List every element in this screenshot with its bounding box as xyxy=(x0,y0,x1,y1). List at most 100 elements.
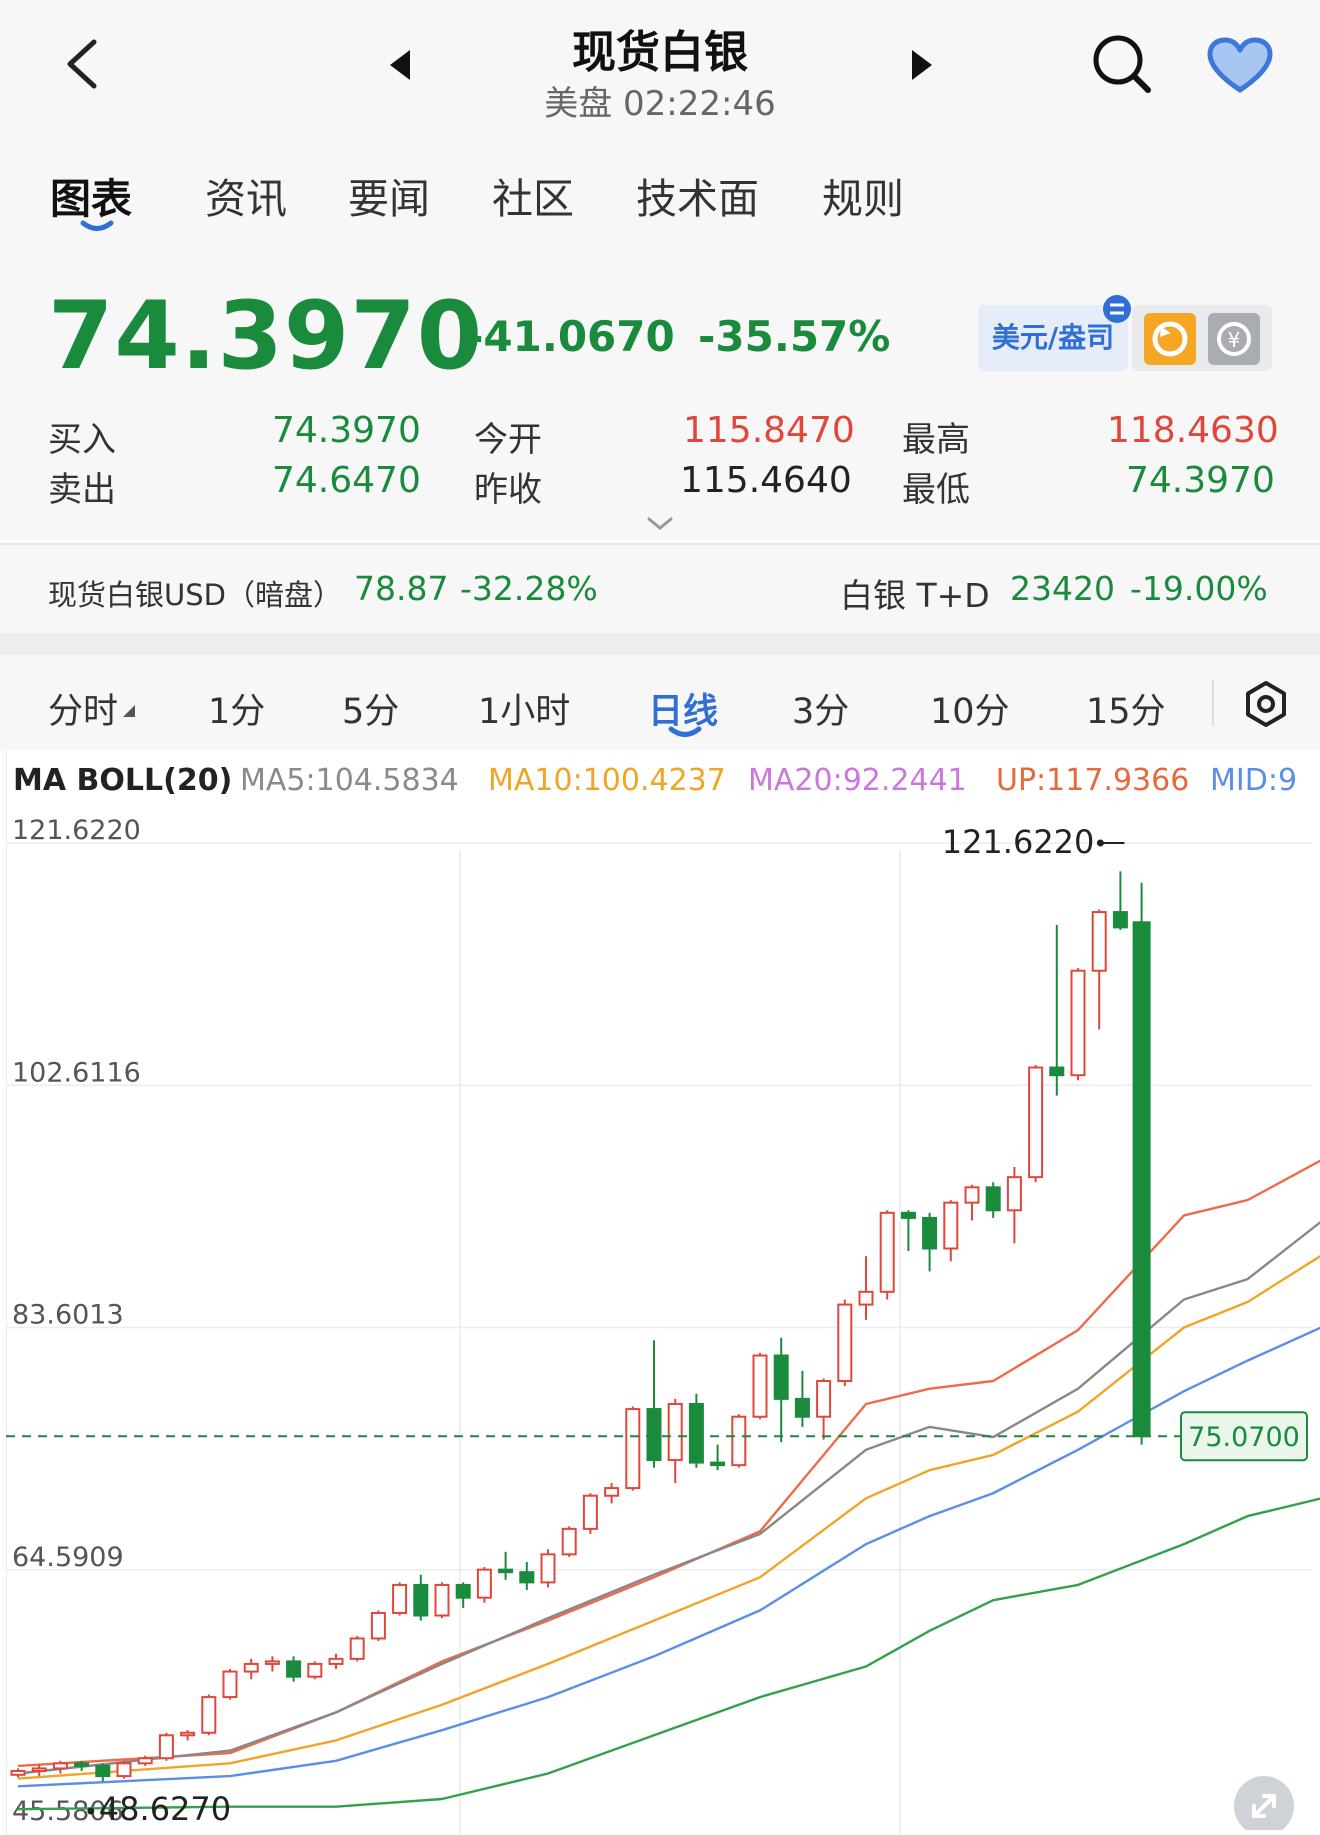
prev-close-label: 昨收 xyxy=(474,470,542,510)
period-divider xyxy=(1212,680,1214,726)
y-tick-label: 121.6220 xyxy=(12,815,141,846)
candle-body xyxy=(561,1527,577,1556)
candle-body xyxy=(328,1657,344,1665)
dark-pool-percent: -32.28% xyxy=(460,569,598,608)
bid-label: 买入 xyxy=(48,420,116,460)
price-change-percent: -35.57% xyxy=(698,312,891,361)
period-1min[interactable]: 1分 xyxy=(208,692,266,732)
candle-body xyxy=(286,1660,302,1678)
ma10-line xyxy=(17,1254,1320,1780)
fullscreen-icon[interactable] xyxy=(1232,1774,1296,1830)
period-intraday[interactable]: 分时 xyxy=(48,692,119,732)
candle-body xyxy=(10,1769,26,1776)
candle-body xyxy=(180,1731,196,1737)
candle-body xyxy=(158,1734,174,1760)
legend-up: UP:117.9366 xyxy=(996,763,1190,798)
open-label: 今开 xyxy=(474,420,542,460)
exchange-rate-icon[interactable]: ¥ xyxy=(1208,313,1260,365)
market-session-time: 美盘 02:22:46 xyxy=(544,84,776,124)
candle-body xyxy=(985,1186,1001,1212)
boll-up-line xyxy=(17,1159,1320,1768)
y-tick-label: 64.5909 xyxy=(12,1542,124,1573)
candle-body xyxy=(201,1696,217,1734)
candle-body xyxy=(667,1402,683,1462)
candle-body xyxy=(392,1583,408,1614)
swap-icon[interactable] xyxy=(1102,294,1132,324)
indicator-name[interactable]: MA BOLL(20) xyxy=(13,763,233,798)
candle-body xyxy=(137,1757,153,1765)
candle-body xyxy=(434,1583,450,1617)
candle-body xyxy=(879,1211,895,1293)
period-active-indicator xyxy=(668,726,702,737)
candle-body xyxy=(370,1611,386,1640)
tab-chart[interactable]: 图表 xyxy=(50,175,132,223)
prev-close-value: 115.4640 xyxy=(680,460,852,501)
dark-pool-label[interactable]: 现货白银USD（暗盘） xyxy=(48,578,342,612)
back-chevron-icon[interactable] xyxy=(60,36,104,92)
settings-hexagon-icon[interactable] xyxy=(1242,680,1290,728)
td-price: 23420 xyxy=(1010,569,1115,608)
candle-body xyxy=(900,1211,916,1219)
period-10min[interactable]: 10分 xyxy=(930,692,1010,732)
candle-body xyxy=(1112,911,1128,929)
td-percent: -19.00% xyxy=(1130,569,1268,608)
y-tick-label: 83.6013 xyxy=(12,1300,124,1331)
candle-body xyxy=(498,1568,514,1574)
candle-body xyxy=(243,1662,259,1673)
min-price-dot xyxy=(87,1807,95,1815)
candle-body xyxy=(349,1637,365,1660)
candle-body xyxy=(604,1487,620,1497)
candle-body xyxy=(95,1764,111,1778)
period-3min[interactable]: 3分 xyxy=(792,692,850,732)
candle-body xyxy=(858,1290,874,1306)
expand-chevron-icon[interactable] xyxy=(646,516,674,532)
triangle-left-icon[interactable] xyxy=(388,48,414,82)
replay-icon[interactable] xyxy=(1144,313,1196,365)
candlestick-chart[interactable]: 121.6220 102.6116 83.6013 64.5909 45.5806 75.… xyxy=(0,750,1320,1835)
candle-body xyxy=(1132,921,1151,1438)
legend-ma20: MA20:92.2441 xyxy=(748,763,967,798)
page-title: 现货白银 xyxy=(572,27,748,78)
candle-body xyxy=(794,1397,810,1418)
candle-body xyxy=(116,1762,132,1778)
period-1hour[interactable]: 1小时 xyxy=(478,692,571,732)
candle-body xyxy=(816,1380,832,1418)
candle-body xyxy=(222,1670,238,1699)
high-label: 最高 xyxy=(902,420,970,460)
td-label[interactable]: 白银 T+D xyxy=(840,576,990,615)
heart-icon[interactable] xyxy=(1206,36,1274,96)
candle-body xyxy=(646,1408,662,1462)
min-price-label: 48.6270 xyxy=(99,1790,231,1828)
period-15min[interactable]: 15分 xyxy=(1086,692,1166,732)
tab-rules[interactable]: 规则 xyxy=(822,175,904,223)
low-value: 74.3970 xyxy=(1126,460,1275,501)
candle-body xyxy=(455,1583,471,1599)
candle-body xyxy=(1070,969,1086,1077)
tab-community[interactable]: 社区 xyxy=(492,175,574,223)
candle-body xyxy=(307,1662,323,1678)
tab-news[interactable]: 资讯 xyxy=(205,175,287,223)
ask-label: 卖出 xyxy=(48,470,116,510)
period-daily[interactable]: 日线 xyxy=(648,692,719,732)
dark-pool-price: 78.87 xyxy=(354,569,449,608)
legend-mid: MID:9 xyxy=(1210,763,1298,798)
period-5min[interactable]: 5分 xyxy=(342,692,400,732)
candle-body xyxy=(540,1553,556,1584)
last-price-label: 75.0700 xyxy=(1188,1422,1300,1453)
candle-body xyxy=(964,1186,980,1204)
boll-low-line xyxy=(17,1497,1320,1811)
boll-mid-line xyxy=(17,1326,1320,1788)
candle-body xyxy=(943,1201,959,1250)
candle-body xyxy=(52,1762,68,1770)
bid-value: 74.3970 xyxy=(272,410,421,451)
search-icon[interactable] xyxy=(1090,32,1154,96)
candle-body xyxy=(1006,1176,1022,1212)
candle-body xyxy=(582,1494,598,1530)
open-value: 115.8470 xyxy=(683,410,855,451)
candle-body xyxy=(922,1216,938,1250)
tab-technical[interactable]: 技术面 xyxy=(636,175,759,223)
currency-unit-button[interactable]: 美元/盎司 xyxy=(978,305,1128,371)
last-price-tag xyxy=(1180,1411,1308,1462)
tab-headlines[interactable]: 要闻 xyxy=(348,175,430,223)
triangle-right-icon[interactable] xyxy=(908,48,934,82)
